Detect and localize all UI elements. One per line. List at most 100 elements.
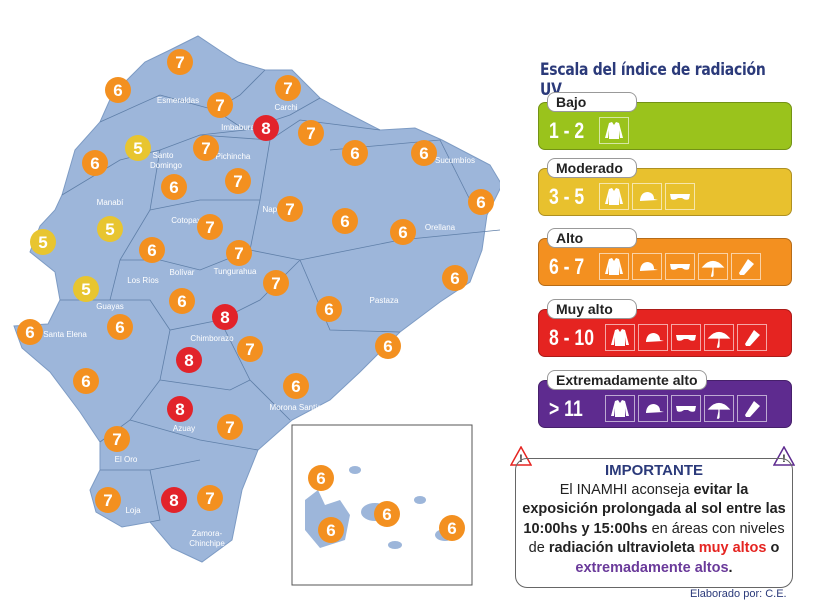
uv-marker-circle [193,135,219,161]
uv-marker: 6 [17,319,43,345]
uv-value: 6 [447,519,456,538]
uv-marker: 7 [263,270,289,296]
uv-value: 6 [324,300,333,319]
province-label: Orellana [425,223,456,232]
uv-value: 6 [350,144,359,163]
uv-value: 6 [476,193,485,212]
province-label: Chimborazo [190,334,234,343]
uv-marker: 6 [375,333,401,359]
mainland-ecuador [13,35,500,563]
uv-marker: 7 [225,168,251,194]
uv-marker-circle [212,304,238,330]
important-notice: IMPORTANTE El INAMHI aconseja evitar la … [515,458,793,588]
uv-marker: 7 [104,426,130,452]
uv-value: 6 [115,318,124,337]
province-label: Bolívar [170,268,195,277]
uv-marker-circle [263,270,289,296]
level-name: Extremadamente alto [547,370,707,390]
uv-marker: 6 [374,501,400,527]
province-label: Imbabura [221,123,255,132]
uv-value: 6 [81,372,90,391]
cap-icon [632,183,662,210]
province-label: Guayas [96,302,124,311]
province-label: Manabí [97,198,124,207]
uv-marker: 8 [253,115,279,141]
province-label: Chinchipe [189,539,225,548]
uv-value: 6 [25,323,34,342]
level-range: 8 - 10 [549,325,595,350]
province-label: Domingo [150,161,183,170]
uv-marker: 6 [442,265,468,291]
uv-marker: 6 [139,237,165,263]
uv-marker: 8 [212,304,238,330]
uv-marker-circle [468,189,494,215]
uv-marker-circle [226,240,252,266]
uv-level-bajo: Bajo 1 - 2 [538,92,792,150]
uv-marker: 7 [298,120,324,146]
uv-marker-circle [125,135,151,161]
uv-marker-circle [283,373,309,399]
uv-marker-circle [97,216,123,242]
uv-marker-circle [107,314,133,340]
umbrella-icon [698,253,728,280]
uv-value: 7 [215,96,224,115]
uv-value: 7 [112,430,121,449]
uv-marker: 7 [217,414,243,440]
uv-marker-circle [375,333,401,359]
uv-marker: 7 [275,75,301,101]
uv-marker: 7 [277,196,303,222]
uv-marker-circle [161,174,187,200]
uv-value: 6 [383,337,392,356]
uv-value: 6 [177,292,186,311]
uv-marker: 7 [237,336,263,362]
uv-marker: 5 [97,216,123,242]
uv-marker: 6 [283,373,309,399]
uv-marker: 7 [193,135,219,161]
uv-value: 6 [169,178,178,197]
uv-value: 5 [81,280,90,299]
uv-marker: 6 [342,140,368,166]
uv-marker-circle [73,276,99,302]
uv-marker: 6 [411,140,437,166]
uv-value: 5 [105,220,114,239]
uv-level-moderado: Moderado 3 - 5 [538,158,792,216]
province-label: Azuay [173,424,195,433]
uv-marker: 6 [439,515,465,541]
province-label: Santa Elena [43,330,87,339]
uv-value: 7 [283,79,292,98]
province-label: Los Ríos [127,276,159,285]
uv-value: 7 [103,491,112,510]
province-label: Zamora- [192,529,223,538]
level-range: > 11 [549,396,583,421]
uv-marker: 7 [226,240,252,266]
uv-value: 6 [147,241,156,260]
uv-marker-circle [225,168,251,194]
uv-marker-circle [207,92,233,118]
uv-value: 5 [38,233,47,252]
uv-marker-circle [411,140,437,166]
cap-icon [632,253,662,280]
uv-marker-circle [442,265,468,291]
province-label: Sucumbíos [435,156,475,165]
uv-value: 7 [245,340,254,359]
umbrella-icon [704,395,734,422]
uv-value: 6 [326,521,335,540]
uv-marker: 8 [167,396,193,422]
uv-marker: 6 [73,368,99,394]
uv-marker-circle [316,296,342,322]
uv-marker: 6 [318,517,344,543]
uv-value: 6 [382,505,391,524]
uv-marker: 6 [316,296,342,322]
uv-value: 6 [291,377,300,396]
uv-value: 7 [285,200,294,219]
province-label: Tungurahua [214,267,257,276]
uv-marker-circle [275,75,301,101]
province-label: Pastaza [370,296,399,305]
uv-value: 7 [306,124,315,143]
uv-marker: 6 [390,219,416,245]
cap-icon [638,324,668,351]
level-name: Moderado [547,158,637,178]
uv-marker-circle [167,49,193,75]
uv-level-alto: Alto 6 - 7 [538,228,792,286]
uv-marker-circle [342,140,368,166]
